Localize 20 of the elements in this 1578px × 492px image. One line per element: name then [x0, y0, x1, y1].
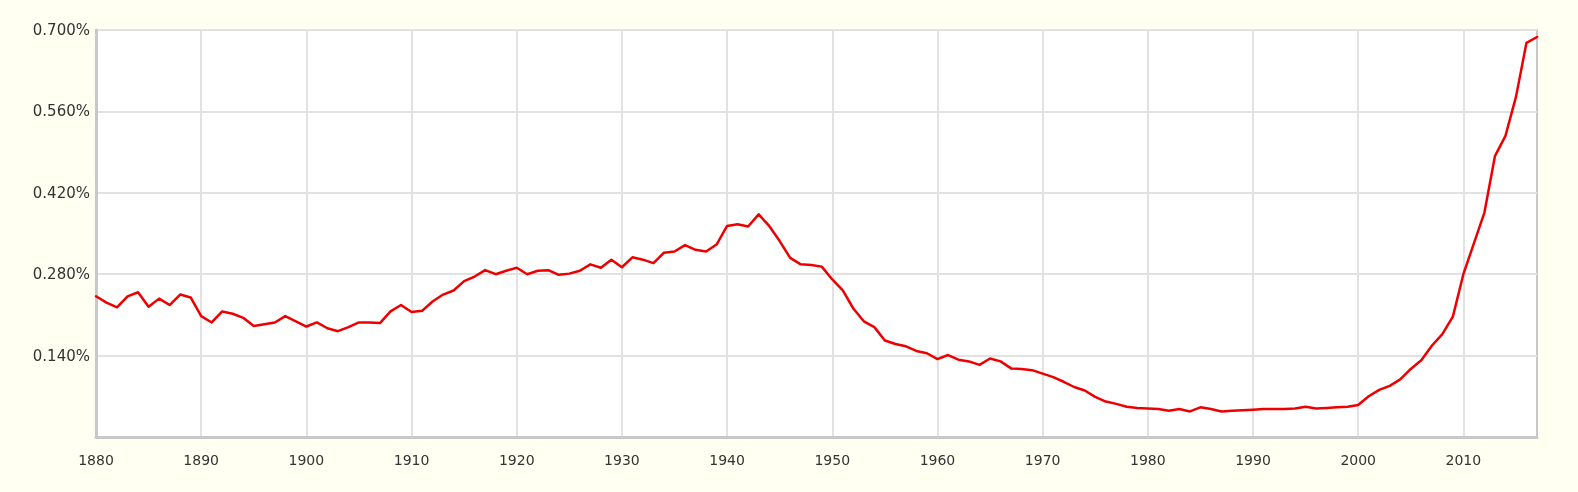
y-tick-label: 0.560%: [32, 102, 90, 121]
x-tick-label: 1960: [919, 452, 956, 468]
x-tick-label: 1920: [498, 452, 535, 468]
y-tick-label: 0.420%: [32, 183, 90, 202]
x-tick-label: 1880: [78, 452, 114, 468]
x-tick-label: 1990: [1235, 452, 1271, 468]
x-tick-label: 1940: [709, 452, 745, 468]
x-tick-label: 1970: [1024, 452, 1061, 468]
x-tick-label: 1950: [814, 452, 851, 468]
x-tick-label: 1900: [288, 452, 325, 468]
x-tick-label: 2000: [1340, 452, 1377, 468]
x-tick-label: 1890: [183, 452, 219, 468]
line-series: [94, 35, 1539, 413]
x-tick-label: 2010: [1445, 452, 1482, 468]
x-tick-label: 1980: [1130, 452, 1166, 468]
x-tick-label: 1930: [604, 452, 640, 468]
y-tick-label: 0.140%: [32, 346, 90, 365]
x-tick-label: 1910: [393, 452, 430, 468]
y-tick-label: 0.700%: [32, 21, 90, 39]
y-tick-label: 0.280%: [32, 265, 90, 284]
